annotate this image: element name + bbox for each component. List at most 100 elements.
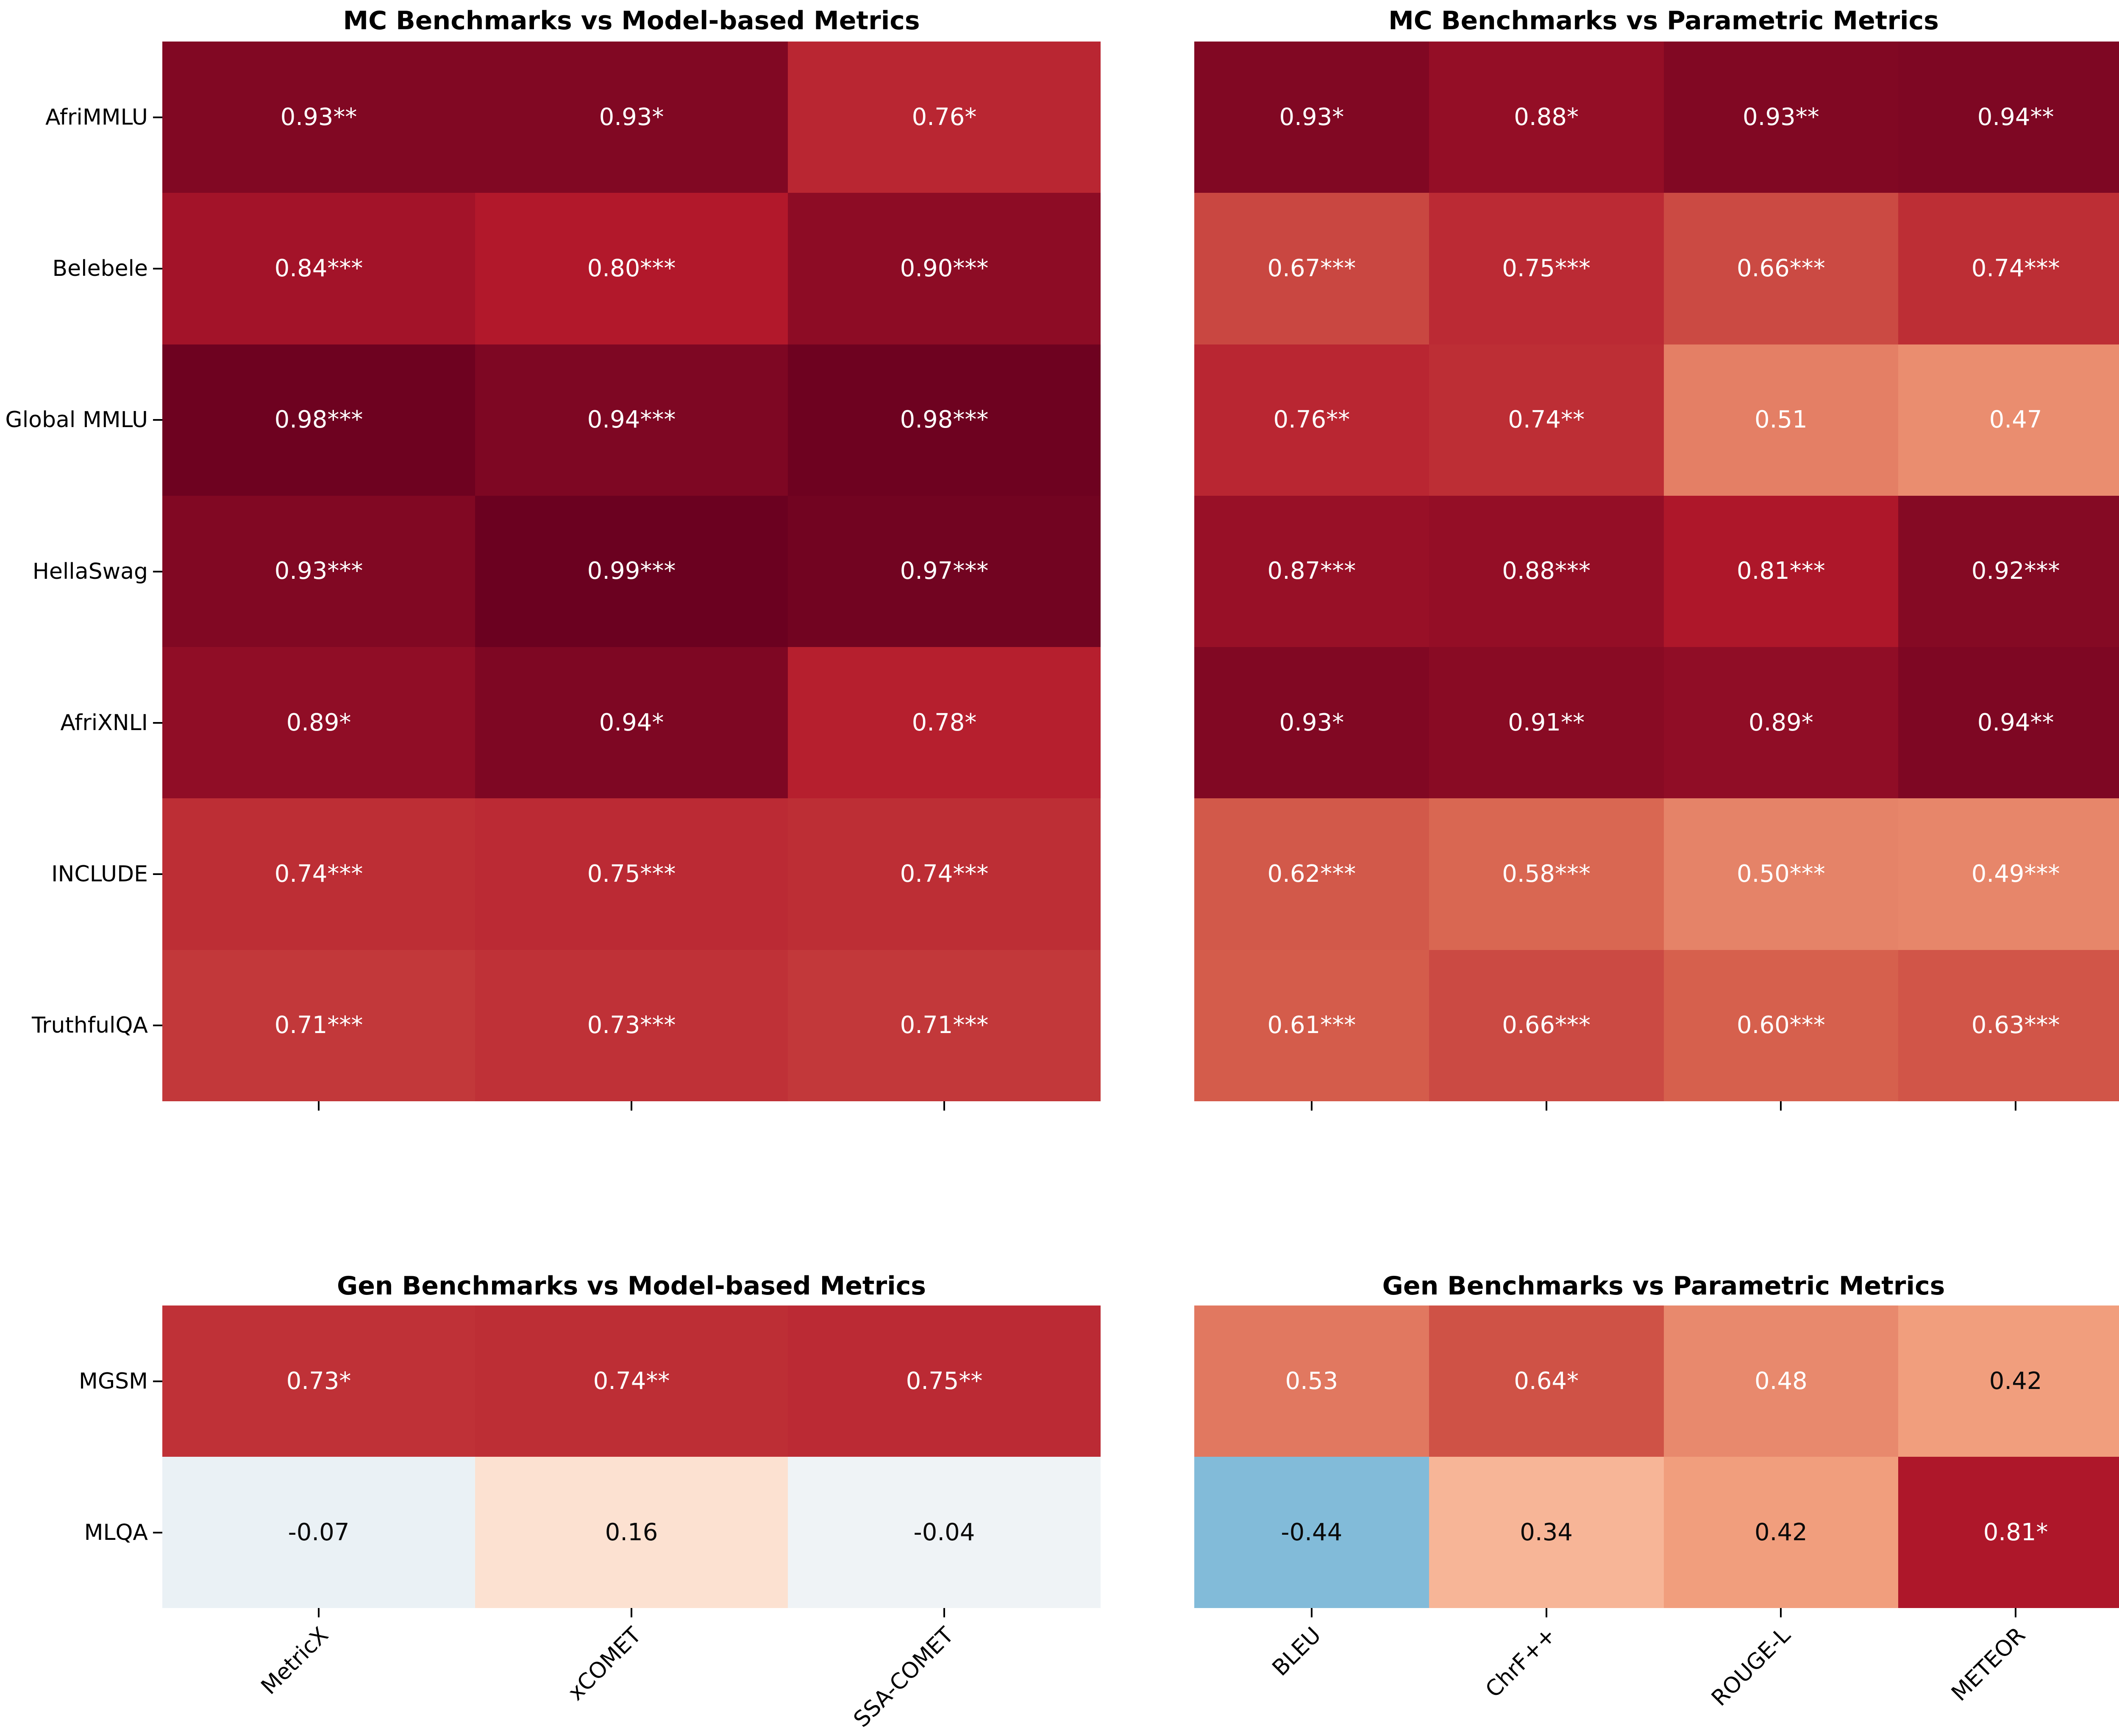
heatmap-cell: 0.49***: [1898, 798, 2119, 950]
y-axis-labels: AfriMMLU Belebele Global MMLU HellaSwag Afri…: [5, 42, 162, 1101]
heatmap-cell: 0.81***: [1663, 495, 1899, 647]
title-gen-model-based: Gen Benchmarks vs Model-based Metrics: [336, 1271, 926, 1301]
heatmap-cell: 0.93**: [162, 42, 475, 193]
heatmap-cell: 0.90***: [788, 193, 1101, 344]
heatmap-cell: -0.44: [1194, 1457, 1429, 1608]
heatmap-cell: 0.99***: [475, 495, 788, 647]
heatmap-cell: 0.87***: [1194, 495, 1429, 647]
heatmap-cell: 0.92***: [1898, 495, 2119, 647]
y-axis-labels: [1042, 42, 1194, 1101]
x-tick-mark: [1780, 1101, 1782, 1111]
heatmap-cell: 0.34: [1429, 1457, 1664, 1608]
heatmap-cell: 0.74**: [475, 1305, 788, 1457]
row-label: TruthfulQA: [31, 1013, 148, 1039]
x-tick-mark: [318, 1101, 320, 1111]
heatmap-cell: 0.48: [1663, 1305, 1899, 1457]
heatmap-cell: 0.75***: [475, 798, 788, 950]
y-tick-mark: [153, 1380, 162, 1382]
heatmap-cell: 0.89*: [1663, 647, 1899, 799]
heatmap-cell: 0.42: [1663, 1457, 1899, 1608]
heatmap-cell: 0.47: [1898, 344, 2119, 496]
y-tick-mark: [153, 570, 162, 572]
heatmap-cell: 0.61***: [1194, 950, 1429, 1101]
heatmap-cell: 0.66***: [1429, 950, 1664, 1101]
x-tick-mark: [1545, 1101, 1547, 1111]
heatmap-cell: 0.74***: [788, 798, 1101, 950]
heatmap-cell: -0.07: [162, 1457, 475, 1608]
heatmap-cell: 0.42: [1898, 1305, 2119, 1457]
heatmap-cell: 0.89*: [162, 647, 475, 799]
heatmap-cell: 0.80***: [475, 193, 788, 344]
heatmap-cell: 0.73*: [162, 1305, 475, 1457]
heatmap-grid: 0.93* 0.88* 0.93** 0.94** 0.67*** 0.75*** 0.66…: [1194, 42, 2119, 1101]
row-label: MGSM: [78, 1368, 148, 1394]
heatmap-cell: 0.73***: [475, 950, 788, 1101]
heatmap-cell: 0.97***: [788, 495, 1101, 647]
heatmap-cell: 0.94***: [475, 344, 788, 496]
heatmap-cell: 0.98***: [788, 344, 1101, 496]
row-label: Global MMLU: [5, 407, 148, 433]
heatmap-grid: 0.93** 0.93* 0.76* 0.84*** 0.80*** 0.90*** 0.9…: [162, 42, 1101, 1101]
row-label: HellaSwag: [32, 558, 148, 584]
heatmap-cell: 0.94*: [475, 647, 788, 799]
heatmap-cell: 0.94**: [1898, 42, 2119, 193]
heatmap-cell: 0.94**: [1898, 647, 2119, 799]
x-tick-mark: [631, 1101, 632, 1111]
heatmap-cell: 0.71***: [788, 950, 1101, 1101]
heatmap-cell: 0.50***: [1663, 798, 1899, 950]
heatmap-cell: 0.84***: [162, 193, 475, 344]
heatmap-cell: 0.62***: [1194, 798, 1429, 950]
y-axis-labels: MGSM MLQA: [10, 1305, 162, 1608]
heatmap-cell: 0.53: [1194, 1305, 1429, 1457]
y-axis-labels: [1042, 1305, 1194, 1608]
heatmap-cell: 0.74***: [1898, 193, 2119, 344]
heatmap-cell: 0.74**: [1429, 344, 1664, 496]
heatmap-cell: 0.58***: [1429, 798, 1664, 950]
heatmap-cell: 0.75**: [788, 1305, 1101, 1457]
heatmap-cell: 0.93*: [1194, 42, 1429, 193]
heatmap-grid: 0.73* 0.74** 0.75** -0.07 0.16 -0.04: [162, 1305, 1101, 1608]
heatmap-mc-parametric: 0.93* 0.88* 0.93** 0.94** 0.67*** 0.75*** 0.66…: [1194, 42, 2119, 1111]
heatmap-cell: 0.91**: [1429, 647, 1664, 799]
title-mc-model-based: MC Benchmarks vs Model-based Metrics: [343, 6, 920, 36]
y-tick-mark: [153, 267, 162, 269]
heatmap-cell: 0.63***: [1898, 950, 2119, 1101]
heatmap-cell: 0.93***: [162, 495, 475, 647]
heatmap-cell: 0.74***: [162, 798, 475, 950]
heatmap-cell: 0.71***: [162, 950, 475, 1101]
y-tick-mark: [153, 116, 162, 118]
y-tick-mark: [153, 1025, 162, 1027]
heatmap-cell: 0.81*: [1898, 1457, 2119, 1608]
y-tick-mark: [153, 1531, 162, 1533]
heatmap-cell: 0.93*: [1194, 647, 1429, 799]
heatmap-cell: 0.88*: [1429, 42, 1664, 193]
heatmap-cell: 0.66***: [1663, 193, 1899, 344]
heatmap-cell: 0.60***: [1663, 950, 1899, 1101]
heatmap-cell: 0.16: [475, 1457, 788, 1608]
heatmap-mc-model-based: 0.93** 0.93* 0.76* 0.84*** 0.80*** 0.90*** 0.9…: [5, 42, 1101, 1111]
x-tick-mark: [1310, 1101, 1313, 1111]
row-label: INCLUDE: [51, 861, 148, 887]
y-tick-mark: [153, 873, 162, 875]
x-tick-mark: [1780, 1608, 1782, 1617]
heatmap-cell: 0.76**: [1194, 344, 1429, 496]
heatmap-cell: 0.88***: [1429, 495, 1664, 647]
heatmap-cell: 0.93*: [475, 42, 788, 193]
x-tick-mark: [943, 1608, 945, 1617]
heatmap-gen-model-based: 0.73* 0.74** 0.75** -0.07 0.16 -0.04 MGSM MLQA…: [79, 1305, 1101, 1732]
x-tick-mark: [2015, 1101, 2017, 1111]
row-label: MLQA: [84, 1519, 148, 1545]
heatmap-cell: 0.67***: [1194, 193, 1429, 344]
row-label: AfriMMLU: [45, 104, 148, 130]
x-tick-mark: [631, 1608, 632, 1617]
y-tick-mark: [153, 419, 162, 421]
heatmap-gen-parametric: 0.53 0.64* 0.48 0.42 -0.44 0.34 0.42 0.81* BLEU…: [1194, 1305, 2119, 1711]
heatmap-cell: 0.64*: [1429, 1305, 1664, 1457]
x-tick-mark: [943, 1101, 945, 1111]
heatmap-cell: 0.78*: [788, 647, 1101, 799]
y-tick-mark: [153, 722, 162, 724]
heatmap-cell: 0.51: [1663, 344, 1899, 496]
title-mc-parametric: MC Benchmarks vs Parametric Metrics: [1388, 6, 1939, 36]
x-tick-mark: [318, 1608, 320, 1617]
